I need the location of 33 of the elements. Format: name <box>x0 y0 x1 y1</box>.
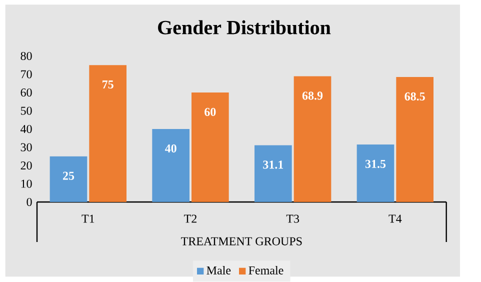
data-label: 68.9 <box>302 92 323 100</box>
bar <box>152 129 190 202</box>
bar <box>396 76 434 202</box>
legend-label: Female <box>248 266 284 274</box>
y-tick-label: 80 <box>20 52 32 60</box>
bar <box>192 92 229 202</box>
bar <box>50 156 88 202</box>
bar <box>89 65 126 202</box>
data-label: 31.5 <box>365 160 386 168</box>
data-label: 40 <box>165 144 176 152</box>
data-label: 25 <box>63 172 74 180</box>
x-tick-label: T3 <box>286 214 300 223</box>
data-label: 31.1 <box>263 160 284 169</box>
y-tick-label: 40 <box>20 124 32 134</box>
bar <box>356 144 394 202</box>
y-tick-label: 60 <box>20 88 32 97</box>
bar <box>254 145 292 202</box>
legend-label: Male <box>206 266 231 274</box>
x-tick-label: T1 <box>82 214 94 223</box>
y-tick-label: 50 <box>20 106 32 115</box>
y-tick-label: 0 <box>26 198 32 206</box>
bar <box>294 76 332 202</box>
y-tick-label: 20 <box>20 161 32 170</box>
x-axis-title: TREATMENT GROUPS <box>181 237 302 246</box>
x-tick-label: T4 <box>388 214 402 223</box>
data-label: 75 <box>102 80 114 88</box>
data-label: 60 <box>204 108 216 116</box>
y-tick-label: 70 <box>21 70 32 78</box>
chart-title: Gender Distribution <box>158 20 331 34</box>
y-tick-label: 30 <box>20 143 32 152</box>
data-label: 68.5 <box>404 92 425 101</box>
x-tick-label: T2 <box>184 214 196 223</box>
y-tick-label: 10 <box>21 180 32 188</box>
